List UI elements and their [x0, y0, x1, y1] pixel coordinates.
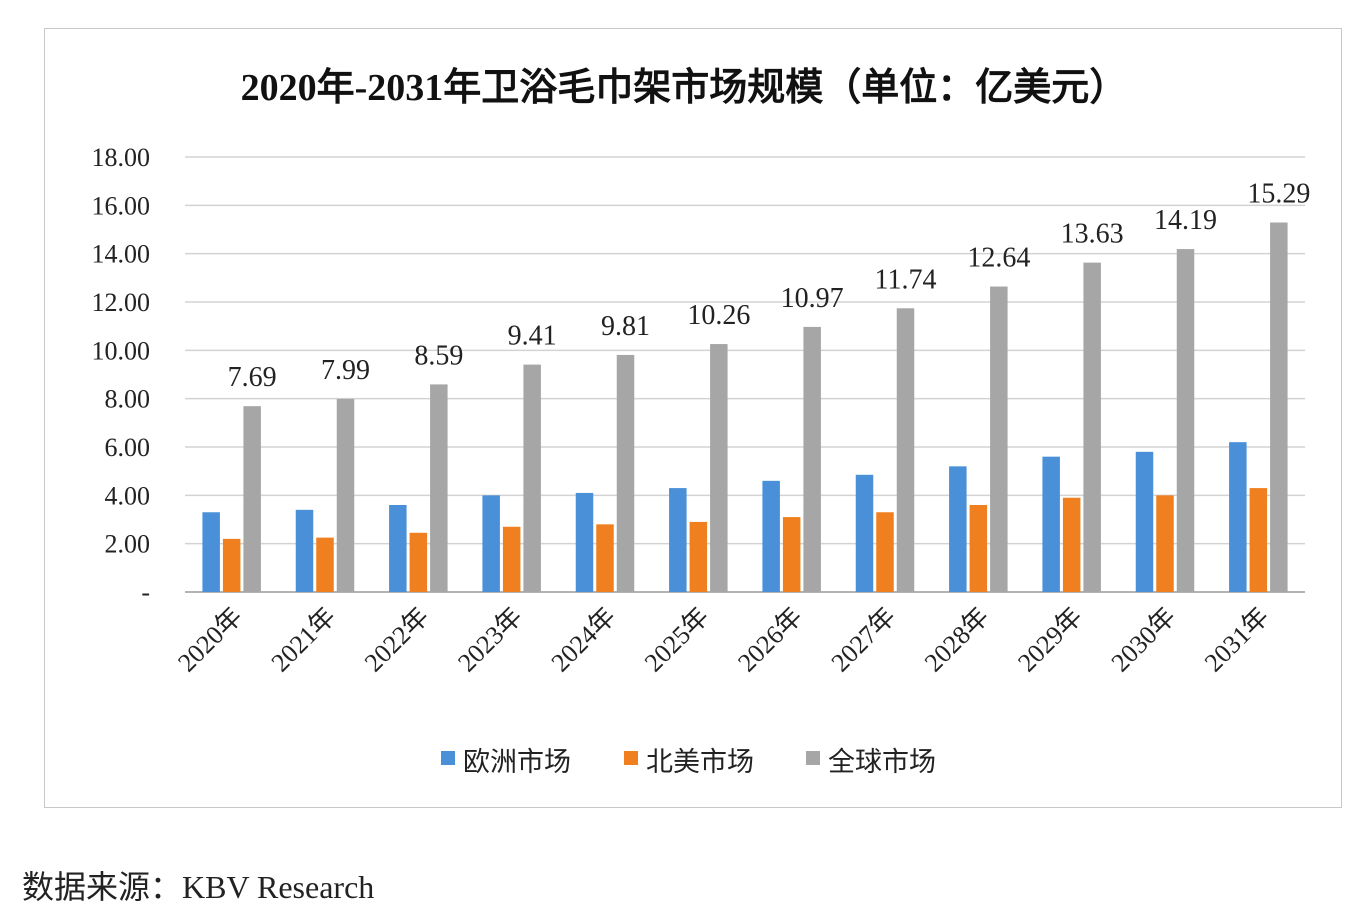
y-tick-label: 12.00 [92, 288, 151, 317]
bar-north-america [316, 537, 334, 592]
data-labels: 7.69 7.99 8.59 9.41 9.81 10.26 10.97 11.74 12.64… [228, 178, 1311, 393]
bar-europe [1135, 451, 1154, 592]
bar-global [896, 308, 915, 592]
x-tick-label: 2025年 [639, 602, 715, 678]
bar-global [1176, 249, 1195, 592]
bar-global [710, 344, 728, 592]
bar-europe [295, 509, 314, 592]
bar-north-america [596, 524, 614, 592]
y-tick-label: 8.00 [105, 385, 151, 414]
bar-global [803, 326, 821, 592]
data-label: 14.19 [1154, 205, 1217, 236]
y-tick-label: - [141, 578, 150, 607]
bar-north-america [1156, 495, 1174, 592]
bar-north-america [782, 517, 801, 592]
data-label: 10.97 [781, 283, 844, 314]
legend-label: 全球市场 [828, 747, 936, 778]
x-tick-label: 2021年 [266, 602, 342, 678]
y-tick-label: 14.00 [92, 240, 151, 269]
bar-north-america [222, 538, 241, 592]
chart-title: 2020年-2031年卫浴毛巾架市场规模（单位：亿美元） [241, 67, 1128, 109]
bar-europe [482, 495, 500, 592]
y-tick-label: 4.00 [105, 481, 151, 510]
x-tick-label: 2027年 [826, 602, 902, 678]
legend-swatch [806, 751, 820, 765]
legend: 欧洲市场 北美市场 全球市场 [441, 747, 936, 778]
bar-global [616, 354, 635, 592]
bars [202, 222, 1288, 592]
bar-global [243, 406, 261, 592]
x-tick-label: 2031年 [1199, 602, 1275, 678]
bar-europe [669, 488, 687, 592]
bar-global [430, 384, 448, 592]
data-label: 7.69 [228, 362, 277, 393]
bar-global [990, 286, 1008, 592]
bar-north-america [969, 505, 988, 592]
x-tick-label: 2022年 [359, 602, 435, 678]
y-axis: - 2.00 4.00 6.00 8.00 10.00 12.00 14.00 16.00 18.… [92, 143, 151, 607]
bar-europe [1229, 442, 1247, 592]
x-tick-label: 2028年 [919, 602, 995, 678]
bar-north-america [689, 521, 708, 592]
y-tick-label: 18.00 [92, 143, 151, 172]
bar-global [1270, 222, 1288, 592]
bar-europe [762, 480, 780, 592]
data-label: 12.64 [967, 243, 1030, 274]
data-label: 10.26 [687, 300, 750, 331]
y-tick-label: 6.00 [105, 433, 151, 462]
x-tick-label: 2026年 [732, 602, 808, 678]
bar-north-america [409, 532, 428, 592]
bar-north-america [1062, 497, 1081, 592]
data-label: 9.81 [601, 311, 650, 342]
legend-label: 欧洲市场 [463, 747, 571, 778]
legend-swatch [624, 751, 638, 765]
bar-europe [389, 505, 407, 592]
data-label: 8.59 [414, 340, 463, 371]
bar-global [523, 364, 541, 592]
x-tick-label: 2030年 [1106, 602, 1182, 678]
bar-europe [949, 466, 967, 592]
x-tick-label: 2029年 [1012, 602, 1088, 678]
data-label: 11.74 [875, 264, 937, 295]
legend-swatch [441, 751, 455, 765]
legend-label: 北美市场 [646, 747, 754, 778]
x-tick-label: 2023年 [452, 602, 528, 678]
data-label: 9.41 [508, 321, 557, 352]
source-name: KBV Research [182, 869, 375, 905]
x-tick-label: 2020年 [172, 602, 248, 678]
source-note: 数据来源：KBV Research [22, 862, 374, 908]
x-tick-label: 2024年 [546, 602, 622, 678]
bar-europe [575, 492, 594, 592]
data-label: 15.29 [1247, 178, 1310, 209]
data-label: 13.63 [1061, 219, 1124, 250]
bar-europe [855, 474, 874, 592]
bar-north-america [502, 526, 521, 592]
bar-north-america [876, 512, 894, 592]
data-label: 7.99 [321, 355, 370, 386]
bar-north-america [1249, 488, 1268, 592]
source-label: 数据来源： [22, 868, 183, 906]
y-tick-label: 2.00 [105, 530, 151, 559]
bar-europe [1042, 456, 1060, 592]
bar-global [1083, 262, 1101, 592]
bar-global [336, 398, 355, 592]
x-axis: 2020年 2021年 2022年 2023年 2024年 2025年 2026年 2027年… [172, 602, 1274, 678]
bar-europe [202, 512, 220, 592]
y-tick-label: 10.00 [92, 336, 151, 365]
y-tick-label: 16.00 [92, 191, 151, 220]
grid-lines [185, 156, 1305, 593]
